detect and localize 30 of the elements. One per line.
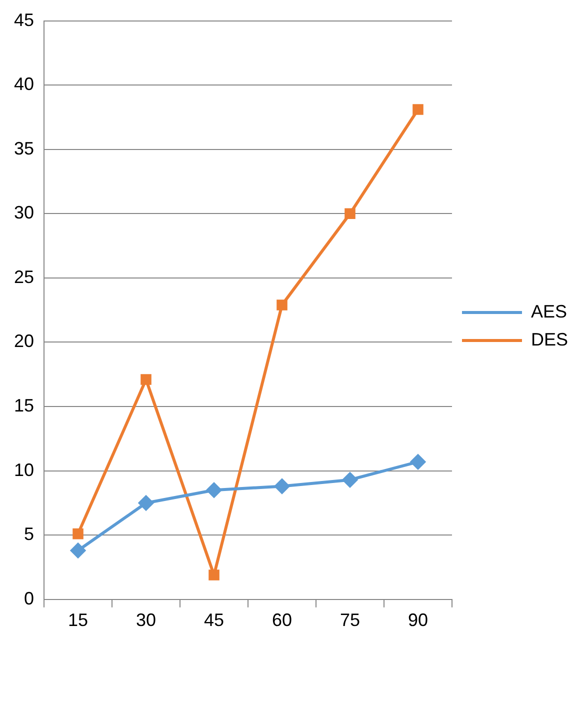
y-tick-label: 25 xyxy=(14,266,34,287)
legend-label: AES xyxy=(530,301,568,322)
point xyxy=(410,454,426,470)
point xyxy=(274,478,290,494)
point xyxy=(72,528,84,540)
y-tick-label: 5 xyxy=(24,524,34,544)
y-tick-label: 20 xyxy=(14,331,34,352)
x-tick-label: 15 xyxy=(68,610,88,630)
x-tick-label: 30 xyxy=(136,610,156,630)
x-tick-label: 90 xyxy=(408,610,428,630)
point xyxy=(342,472,358,488)
y-tick-label: 45 xyxy=(14,10,34,30)
x-tick-label: 45 xyxy=(204,610,224,630)
point xyxy=(208,570,220,580)
legend-label: DES xyxy=(530,329,568,350)
y-tick-label: 10 xyxy=(14,460,34,480)
point xyxy=(206,482,222,498)
x-tick-label: 75 xyxy=(340,610,360,630)
y-tick-label: 15 xyxy=(14,396,34,416)
point xyxy=(70,543,86,558)
y-tick-label: 35 xyxy=(14,138,34,158)
point xyxy=(344,208,356,220)
y-tick-label: 0 xyxy=(24,588,34,608)
y-tick-label: 40 xyxy=(14,74,34,94)
point xyxy=(412,104,424,115)
y-tick-label: 30 xyxy=(14,202,34,223)
point xyxy=(138,495,154,510)
point xyxy=(276,300,288,310)
point xyxy=(140,374,152,385)
x-tick-label: 60 xyxy=(272,610,292,630)
